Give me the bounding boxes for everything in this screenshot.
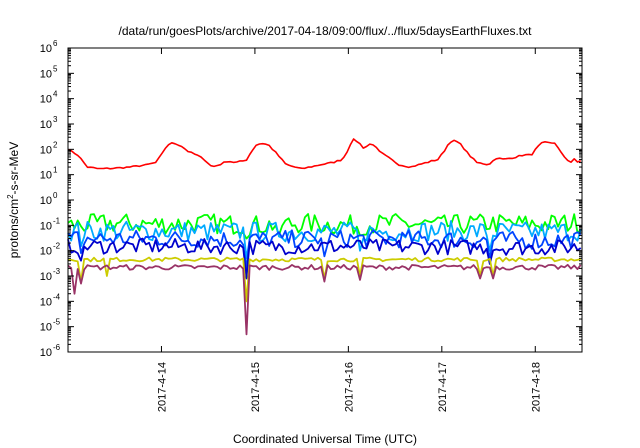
y-tick-label: 10	[40, 195, 52, 207]
y-tick-base: 10	[40, 170, 52, 182]
y-tick-base: 10	[40, 322, 52, 334]
x-tick-label: 2017-4-17	[437, 362, 449, 412]
series-line	[67, 229, 582, 270]
y-tick-base: 10	[40, 94, 52, 106]
y-tick-exponent: -6	[53, 343, 61, 352]
y-tick-exponent: -1	[53, 216, 61, 225]
y-tick-label: 10	[40, 322, 52, 334]
y-tick-label: 10	[40, 144, 52, 156]
series-line	[67, 213, 582, 240]
y-tick-base: 10	[40, 271, 52, 283]
y-tick-exponent: 1	[53, 166, 58, 175]
x-tick-label: 2017-4-18	[530, 362, 542, 412]
y-tick-label: 10	[40, 68, 52, 80]
y-tick-label: 10	[40, 43, 52, 55]
x-tick-label: 2017-4-14	[156, 362, 168, 412]
y-axis-label: protons/cm2-s-sr-MeV	[6, 142, 21, 258]
series-line	[67, 263, 582, 336]
y-tick-exponent: -2	[53, 242, 61, 251]
y-tick-exponent: -4	[53, 292, 61, 301]
x-tick-label: 2017-4-15	[250, 362, 262, 412]
y-tick-base: 10	[40, 144, 52, 156]
x-axis-label: Coordinated Universal Time (UTC)	[233, 432, 417, 446]
y-tick-base: 10	[40, 43, 52, 55]
y-ticks: 10 -610 -510 -410 -310 -210 -110 010 110 210 310 41…	[40, 39, 582, 359]
series-layer	[67, 138, 582, 336]
y-tick-label: 10	[40, 347, 52, 359]
y-tick-exponent: 5	[53, 64, 58, 73]
y-tick-label: 10	[40, 246, 52, 258]
y-tick-label: 10	[40, 296, 52, 308]
y-tick-label: 10	[40, 94, 52, 106]
y-tick-base: 10	[40, 119, 52, 131]
y-tick-exponent: -5	[53, 318, 61, 327]
y-tick-base: 10	[40, 347, 52, 359]
y-tick-exponent: 0	[53, 191, 58, 200]
y-tick-exponent: 4	[53, 90, 58, 99]
y-tick-base: 10	[40, 195, 52, 207]
series-line	[67, 138, 582, 170]
y-tick-label: 10	[40, 170, 52, 182]
y-tick-exponent: 2	[53, 140, 58, 149]
x-ticks: 2017-4-14 2017-4-15 2017-4-16 2017-4-17 2017…	[156, 48, 542, 412]
y-tick-base: 10	[40, 246, 52, 258]
y-tick-label: 10	[40, 220, 52, 232]
y-tick-base: 10	[40, 220, 52, 232]
y-tick-label: 10	[40, 119, 52, 131]
y-tick-exponent: 3	[53, 115, 58, 124]
plot-frame	[67, 47, 583, 353]
y-tick-base: 10	[40, 296, 52, 308]
x-tick-label: 2017-4-16	[343, 362, 355, 412]
y-tick-exponent: -3	[53, 267, 61, 276]
series-line	[67, 237, 582, 280]
chart-title: /data/run/goesPlots/archive/2017-04-18/0…	[119, 24, 533, 38]
y-tick-label: 10	[40, 271, 52, 283]
y-tick-exponent: 6	[53, 39, 58, 48]
y-tick-base: 10	[40, 68, 52, 80]
